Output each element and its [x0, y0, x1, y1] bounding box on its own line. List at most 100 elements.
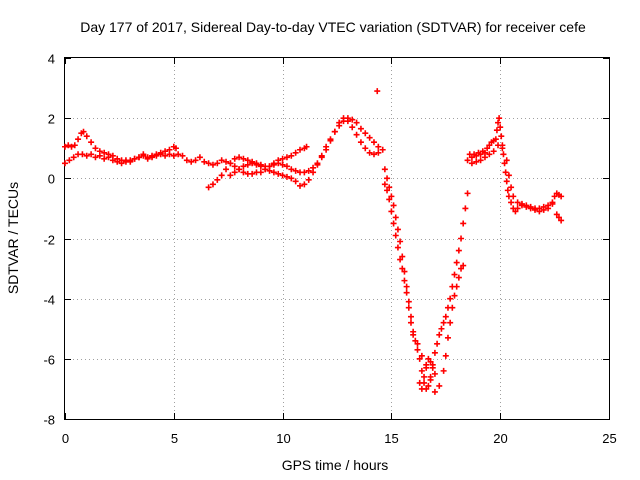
- data-point: [275, 170, 282, 177]
- data-point: [205, 160, 212, 167]
- x-axis-label: GPS time / hours: [282, 457, 389, 473]
- data-point: [353, 119, 360, 126]
- data-point: [425, 382, 432, 389]
- series-7: [381, 181, 467, 395]
- data-point: [283, 173, 290, 180]
- data-point: [555, 214, 562, 221]
- data-point: [318, 154, 325, 161]
- data-point: [527, 203, 534, 210]
- data-point: [223, 158, 230, 165]
- data-point: [279, 161, 286, 168]
- data-point: [288, 175, 295, 182]
- data-point: [374, 88, 381, 95]
- data-point: [366, 149, 373, 156]
- data-point: [558, 217, 565, 224]
- data-point: [505, 172, 512, 179]
- data-point: [240, 163, 247, 170]
- data-point: [275, 160, 282, 167]
- data-point: [205, 184, 212, 191]
- data-point: [431, 349, 438, 356]
- data-point: [421, 373, 428, 380]
- x-tick-label: 10: [276, 431, 290, 446]
- data-point: [442, 313, 449, 320]
- series-8: [416, 355, 438, 392]
- data-point: [231, 169, 238, 176]
- data-point: [314, 160, 321, 167]
- data-point: [440, 319, 447, 326]
- data-point: [497, 124, 504, 131]
- data-point: [412, 337, 419, 344]
- data-point: [279, 155, 286, 162]
- data-points: [62, 88, 565, 395]
- data-point: [366, 134, 373, 141]
- data-point: [523, 202, 530, 209]
- data-point: [410, 331, 417, 338]
- data-point: [218, 157, 225, 164]
- data-point: [514, 199, 521, 206]
- data-point: [473, 152, 480, 159]
- data-point: [418, 385, 425, 392]
- data-point: [96, 148, 103, 155]
- data-point: [512, 208, 519, 215]
- data-point: [436, 331, 443, 338]
- data-point: [514, 205, 521, 212]
- data-point: [438, 325, 445, 332]
- series-10: [464, 142, 565, 224]
- data-point: [292, 178, 299, 185]
- data-point: [88, 151, 95, 158]
- data-point: [153, 151, 160, 158]
- data-point: [500, 151, 507, 158]
- data-point: [109, 152, 116, 159]
- data-point: [231, 155, 238, 162]
- data-point: [405, 304, 412, 311]
- data-point: [240, 169, 247, 176]
- data-point: [414, 346, 421, 353]
- data-point: [179, 152, 186, 159]
- data-point: [370, 151, 377, 158]
- data-point: [92, 154, 99, 161]
- data-point: [508, 199, 515, 206]
- data-point: [131, 155, 138, 162]
- data-point: [270, 161, 277, 168]
- data-point: [394, 244, 401, 251]
- data-point: [65, 142, 72, 149]
- data-point: [386, 196, 393, 203]
- plot-frame: [64, 57, 610, 420]
- y-tick-label: -6: [43, 353, 55, 368]
- data-point: [388, 208, 395, 215]
- data-point: [508, 184, 515, 191]
- data-point: [431, 370, 438, 377]
- data-point: [453, 259, 460, 266]
- data-point: [401, 277, 408, 284]
- series-9: [466, 115, 565, 215]
- data-point: [496, 115, 503, 122]
- data-point: [403, 289, 410, 296]
- series-5: [374, 88, 381, 95]
- x-tick-label: 20: [493, 431, 507, 446]
- data-point: [444, 334, 451, 341]
- data-point: [401, 268, 408, 275]
- data-point: [305, 167, 312, 174]
- data-point: [490, 148, 497, 155]
- data-point: [434, 340, 441, 347]
- data-point: [460, 262, 467, 269]
- data-point: [362, 145, 369, 152]
- data-point: [460, 220, 467, 227]
- data-point: [427, 358, 434, 365]
- x-tick-label: 0: [62, 431, 69, 446]
- data-point: [231, 163, 238, 170]
- data-point: [288, 166, 295, 173]
- data-point: [223, 166, 230, 173]
- data-point: [495, 142, 502, 149]
- data-point: [442, 352, 449, 359]
- data-point: [423, 361, 430, 368]
- data-point: [379, 146, 386, 153]
- data-point: [484, 145, 491, 152]
- chart-title: Day 177 of 2017, Sidereal Day-to-day VTE…: [80, 19, 586, 35]
- data-point: [79, 151, 86, 158]
- data-point: [403, 283, 410, 290]
- data-point: [336, 119, 343, 126]
- data-point: [492, 136, 499, 143]
- x-tick-label: 25: [602, 431, 616, 446]
- data-point: [493, 127, 500, 134]
